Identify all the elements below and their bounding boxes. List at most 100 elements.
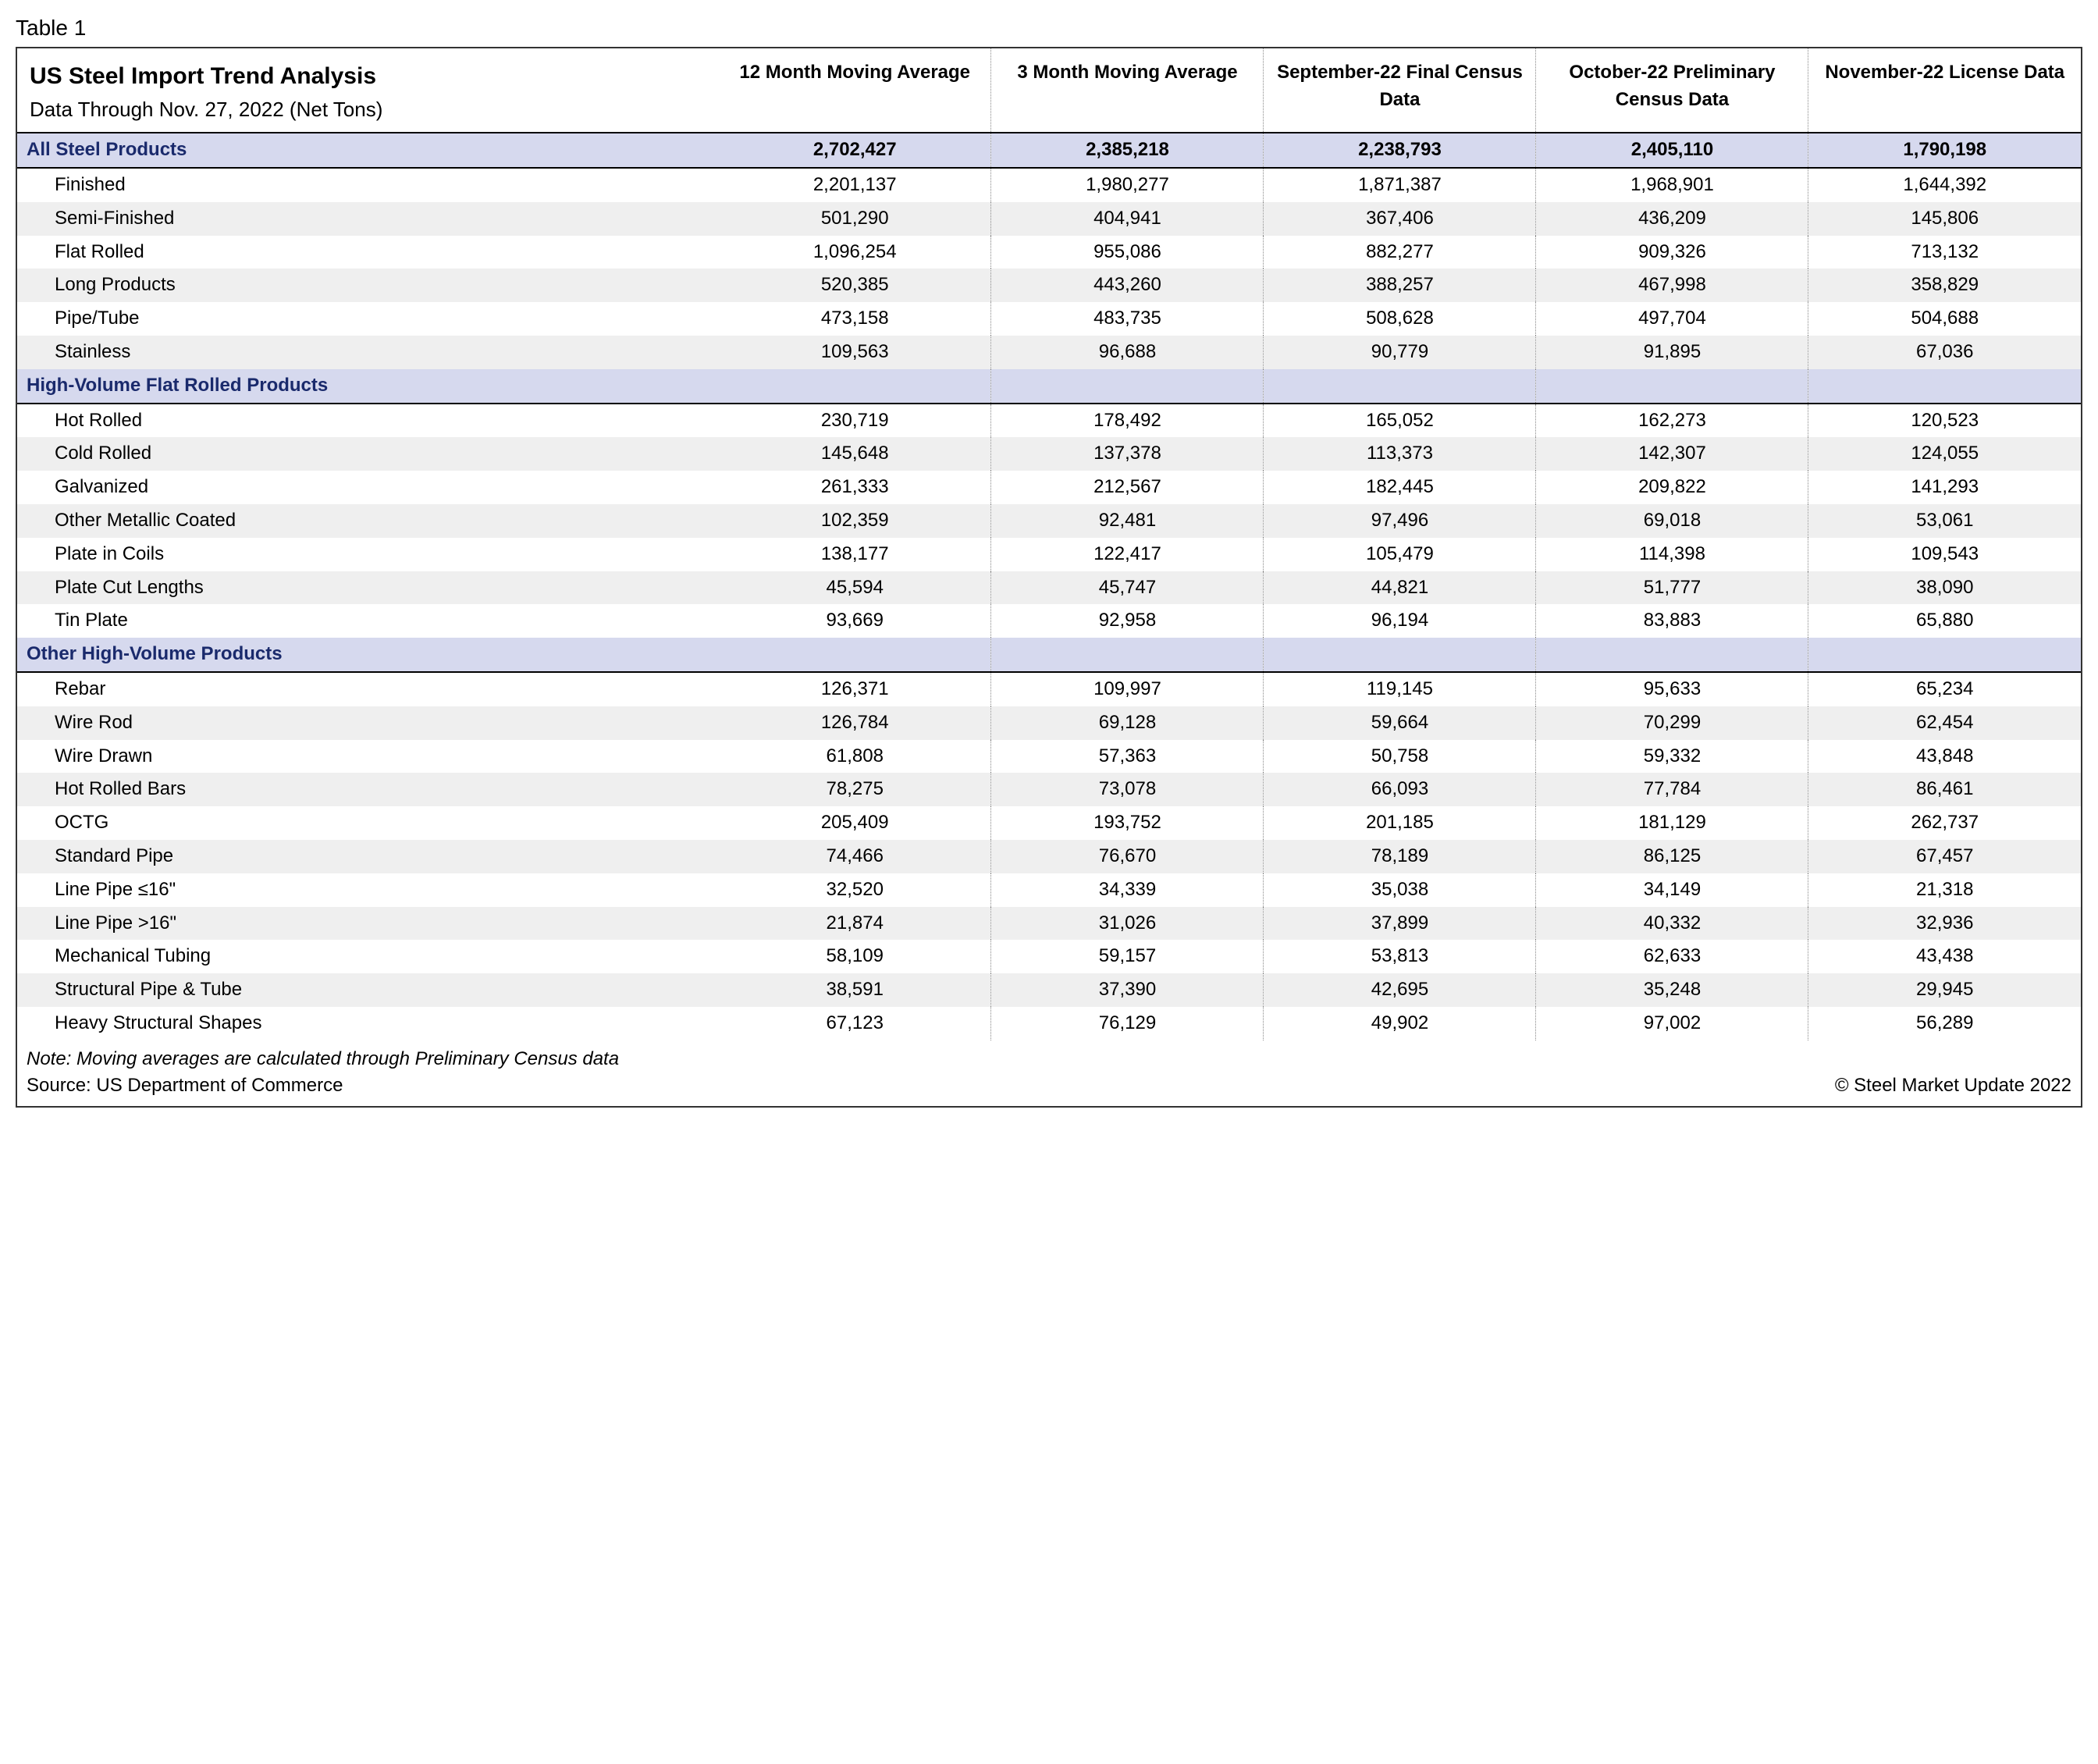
row-value: 29,945 bbox=[1808, 973, 2081, 1007]
row-value: 73,078 bbox=[991, 773, 1264, 806]
row-value: 74,466 bbox=[719, 840, 991, 873]
table-row: Pipe/Tube473,158483,735508,628497,704504… bbox=[17, 302, 2081, 336]
table-row: Hot Rolled230,719178,492165,052162,27312… bbox=[17, 404, 2081, 438]
row-value: 95,633 bbox=[1536, 672, 1808, 706]
row-value: 882,277 bbox=[1264, 236, 1536, 269]
row-value: 78,189 bbox=[1264, 840, 1536, 873]
row-value: 96,194 bbox=[1264, 604, 1536, 638]
table-row: Wire Rod126,78469,12859,66470,29962,454 bbox=[17, 706, 2081, 740]
col-header: 3 Month Moving Average bbox=[991, 48, 1264, 133]
row-value: 122,417 bbox=[991, 538, 1264, 571]
copyright-text: © Steel Market Update 2022 bbox=[1835, 1075, 2071, 1097]
row-value: 483,735 bbox=[991, 302, 1264, 336]
row-value: 473,158 bbox=[719, 302, 991, 336]
table-row: Standard Pipe74,46676,67078,18986,12567,… bbox=[17, 840, 2081, 873]
table-row: Semi-Finished501,290404,941367,406436,20… bbox=[17, 202, 2081, 236]
table-row: Wire Drawn61,80857,36350,75859,33243,848 bbox=[17, 740, 2081, 774]
section-header-value bbox=[1808, 638, 2081, 672]
col-header: October-22 Preliminary Census Data bbox=[1536, 48, 1808, 133]
row-label: Semi-Finished bbox=[17, 202, 719, 236]
row-value: 91,895 bbox=[1536, 336, 1808, 369]
source-row: Source: US Department of Commerce © Stee… bbox=[17, 1070, 2081, 1103]
table-row: Line Pipe >16"21,87431,02637,89940,33232… bbox=[17, 907, 2081, 941]
row-value: 66,093 bbox=[1264, 773, 1536, 806]
row-value: 109,563 bbox=[719, 336, 991, 369]
row-value: 78,275 bbox=[719, 773, 991, 806]
table-row: Line Pipe ≤16"32,52034,33935,03834,14921… bbox=[17, 873, 2081, 907]
row-value: 497,704 bbox=[1536, 302, 1808, 336]
row-value: 404,941 bbox=[991, 202, 1264, 236]
section-header-value bbox=[1264, 369, 1536, 404]
section-header-value bbox=[1264, 638, 1536, 672]
table-row: Flat Rolled1,096,254955,086882,277909,32… bbox=[17, 236, 2081, 269]
row-value: 137,378 bbox=[991, 437, 1264, 471]
row-label: Heavy Structural Shapes bbox=[17, 1007, 719, 1040]
row-value: 145,648 bbox=[719, 437, 991, 471]
row-value: 178,492 bbox=[991, 404, 1264, 438]
row-label: Mechanical Tubing bbox=[17, 940, 719, 973]
row-value: 119,145 bbox=[1264, 672, 1536, 706]
row-value: 201,185 bbox=[1264, 806, 1536, 840]
source-text: Source: US Department of Commerce bbox=[27, 1075, 343, 1097]
section-header-value: 2,405,110 bbox=[1536, 133, 1808, 168]
row-label: Plate in Coils bbox=[17, 538, 719, 571]
row-value: 261,333 bbox=[719, 471, 991, 504]
section-header-value: 2,702,427 bbox=[719, 133, 991, 168]
row-value: 138,177 bbox=[719, 538, 991, 571]
row-label: Structural Pipe & Tube bbox=[17, 973, 719, 1007]
row-value: 142,307 bbox=[1536, 437, 1808, 471]
col-header: 12 Month Moving Average bbox=[719, 48, 991, 133]
row-value: 67,036 bbox=[1808, 336, 2081, 369]
row-label: Line Pipe ≤16" bbox=[17, 873, 719, 907]
row-value: 109,543 bbox=[1808, 538, 2081, 571]
row-value: 181,129 bbox=[1536, 806, 1808, 840]
row-value: 67,123 bbox=[719, 1007, 991, 1040]
row-value: 65,880 bbox=[1808, 604, 2081, 638]
row-value: 67,457 bbox=[1808, 840, 2081, 873]
row-value: 32,936 bbox=[1808, 907, 2081, 941]
section-header-value: 1,790,198 bbox=[1808, 133, 2081, 168]
footnote: Note: Moving averages are calculated thr… bbox=[17, 1040, 2081, 1070]
row-value: 56,289 bbox=[1808, 1007, 2081, 1040]
row-value: 114,398 bbox=[1536, 538, 1808, 571]
row-value: 209,822 bbox=[1536, 471, 1808, 504]
table-row: Plate in Coils138,177122,417105,479114,3… bbox=[17, 538, 2081, 571]
row-label: Wire Drawn bbox=[17, 740, 719, 774]
row-value: 109,997 bbox=[991, 672, 1264, 706]
import-trend-table: US Steel Import Trend Analysis Data Thro… bbox=[17, 48, 2081, 1040]
row-value: 102,359 bbox=[719, 504, 991, 538]
row-value: 43,848 bbox=[1808, 740, 2081, 774]
row-value: 388,257 bbox=[1264, 269, 1536, 302]
row-value: 65,234 bbox=[1808, 672, 2081, 706]
row-value: 182,445 bbox=[1264, 471, 1536, 504]
row-value: 120,523 bbox=[1808, 404, 2081, 438]
row-value: 37,390 bbox=[991, 973, 1264, 1007]
row-value: 38,591 bbox=[719, 973, 991, 1007]
row-value: 205,409 bbox=[719, 806, 991, 840]
row-value: 53,813 bbox=[1264, 940, 1536, 973]
row-label: Flat Rolled bbox=[17, 236, 719, 269]
row-value: 508,628 bbox=[1264, 302, 1536, 336]
row-value: 126,371 bbox=[719, 672, 991, 706]
row-value: 34,149 bbox=[1536, 873, 1808, 907]
table-row: Finished2,201,1371,980,2771,871,3871,968… bbox=[17, 168, 2081, 202]
section-header-label: High-Volume Flat Rolled Products bbox=[17, 369, 719, 404]
row-value: 141,293 bbox=[1808, 471, 2081, 504]
row-value: 31,026 bbox=[991, 907, 1264, 941]
table-subtitle: Data Through Nov. 27, 2022 (Net Tons) bbox=[30, 95, 713, 125]
row-value: 42,695 bbox=[1264, 973, 1536, 1007]
row-value: 193,752 bbox=[991, 806, 1264, 840]
row-value: 520,385 bbox=[719, 269, 991, 302]
row-value: 909,326 bbox=[1536, 236, 1808, 269]
row-value: 59,664 bbox=[1264, 706, 1536, 740]
row-value: 35,038 bbox=[1264, 873, 1536, 907]
table-row: Hot Rolled Bars78,27573,07866,09377,7848… bbox=[17, 773, 2081, 806]
row-value: 49,902 bbox=[1264, 1007, 1536, 1040]
row-value: 77,784 bbox=[1536, 773, 1808, 806]
table-row: Heavy Structural Shapes67,12376,12949,90… bbox=[17, 1007, 2081, 1040]
row-value: 124,055 bbox=[1808, 437, 2081, 471]
section-header-value bbox=[1808, 369, 2081, 404]
col-header: September-22 Final Census Data bbox=[1264, 48, 1536, 133]
row-value: 1,096,254 bbox=[719, 236, 991, 269]
table-row: Other Metallic Coated102,35992,48197,496… bbox=[17, 504, 2081, 538]
